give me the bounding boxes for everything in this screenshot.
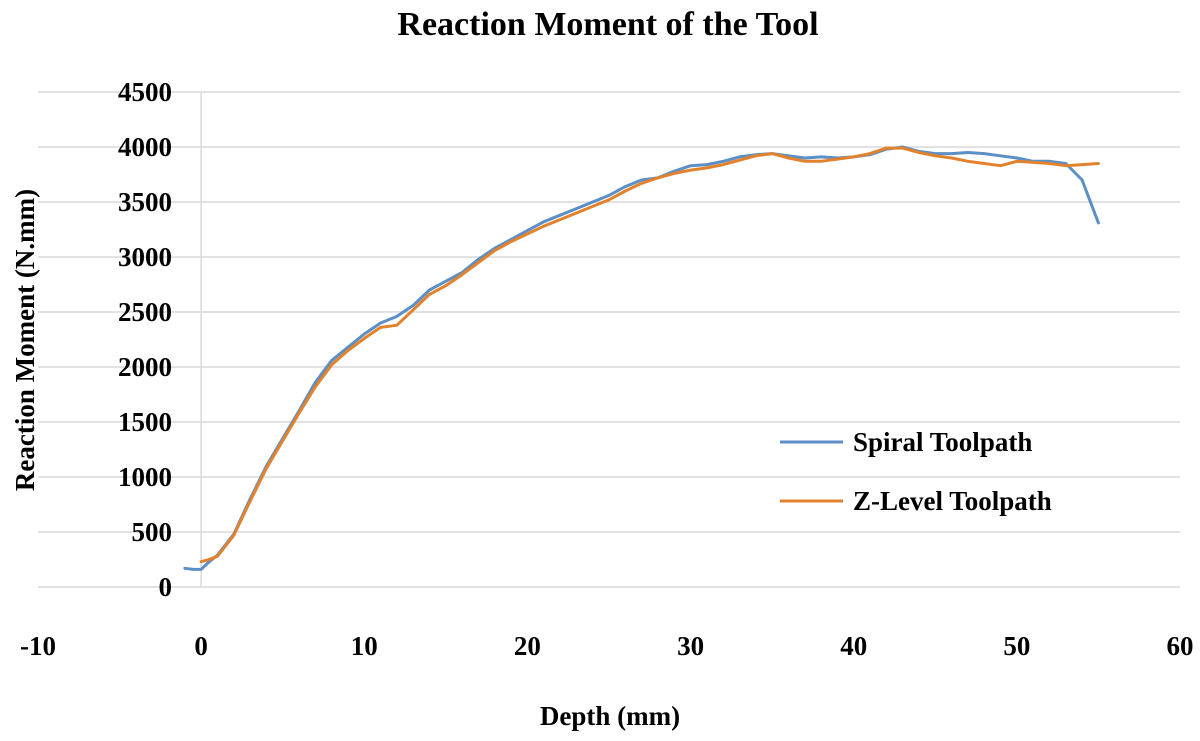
legend-label-0: Spiral Toolpath bbox=[853, 427, 1032, 457]
x-tick-label: 0 bbox=[194, 631, 208, 661]
y-tick-label: 1500 bbox=[118, 407, 172, 437]
gridlines bbox=[38, 91, 1180, 588]
legend: Spiral Toolpath Z-Level Toolpath bbox=[780, 427, 1052, 516]
y-tick-label: 4000 bbox=[118, 132, 172, 162]
y-tick-label: 3000 bbox=[118, 242, 172, 272]
x-tick-label: 60 bbox=[1167, 631, 1194, 661]
legend-label-1: Z-Level Toolpath bbox=[853, 486, 1052, 516]
chart-title: Reaction Moment of the Tool bbox=[397, 6, 818, 43]
series-line-1 bbox=[199, 146, 1100, 564]
tick-labels: 0 500 1000 1500 2000 2500 3000 3500 4000 4500 -10 0… bbox=[20, 77, 1194, 661]
y-tick-label: 4500 bbox=[118, 77, 172, 107]
y-tick-label: 2000 bbox=[118, 352, 172, 382]
y-tick-label: 3500 bbox=[118, 187, 172, 217]
x-tick-label: -10 bbox=[20, 631, 56, 661]
y-axis-title: Reaction Moment (N.mm) bbox=[10, 189, 40, 491]
y-tick-label: 0 bbox=[159, 572, 173, 602]
series-line-0 bbox=[183, 145, 1100, 571]
x-tick-label: 30 bbox=[677, 631, 704, 661]
x-tick-label: 10 bbox=[351, 631, 378, 661]
y-tick-label: 500 bbox=[132, 517, 173, 547]
series-lines bbox=[183, 145, 1100, 571]
x-tick-label: 50 bbox=[1003, 631, 1030, 661]
x-tick-label: 20 bbox=[514, 631, 541, 661]
x-tick-label: 40 bbox=[840, 631, 867, 661]
y-tick-label: 1000 bbox=[118, 462, 172, 492]
y-tick-label: 2500 bbox=[118, 297, 172, 327]
x-axis-title: Depth (mm) bbox=[540, 701, 680, 731]
